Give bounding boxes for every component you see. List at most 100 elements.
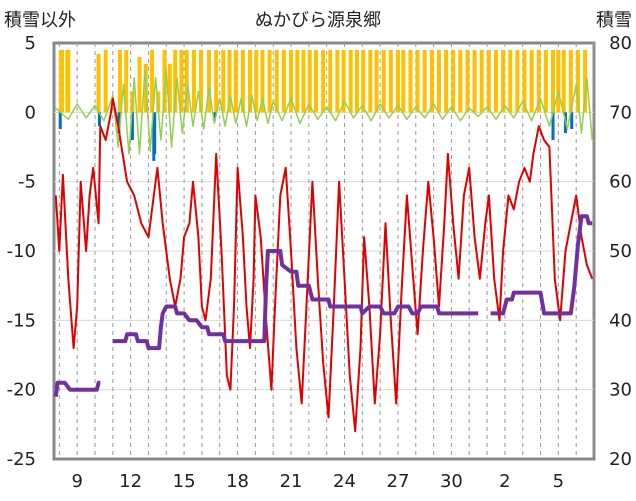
orange-bar xyxy=(556,49,561,113)
orange-bar xyxy=(179,49,184,113)
orange-bar xyxy=(124,49,129,113)
right-tick-label: 50 xyxy=(609,241,632,262)
orange-bar xyxy=(248,49,253,113)
blue-bar xyxy=(153,112,157,154)
orange-bar xyxy=(543,49,548,113)
right-tick-label: 20 xyxy=(609,449,632,470)
blue-bar xyxy=(97,112,101,127)
orange-bar xyxy=(254,49,259,113)
orange-bar xyxy=(240,49,245,113)
orange-bar xyxy=(295,49,300,113)
blue-bar xyxy=(130,112,134,141)
orange-bar xyxy=(515,49,520,113)
x-tick-labels: 9 12 15 18 21 24 27 30 2 5 xyxy=(71,471,564,492)
orange-bar xyxy=(233,49,238,113)
orange-bar xyxy=(321,49,326,113)
orange-bar xyxy=(465,49,470,113)
orange-bar xyxy=(184,49,189,113)
orange-bar xyxy=(96,54,101,113)
orange-bar xyxy=(536,49,541,113)
orange-bar xyxy=(281,49,286,113)
orange-bar xyxy=(401,49,406,113)
right-tick-labels: 80 70 60 50 40 30 20 xyxy=(609,33,632,470)
orange-bar xyxy=(361,49,366,113)
temperature-line xyxy=(54,97,594,433)
orange-bar xyxy=(313,49,318,113)
x-tick-label: 15 xyxy=(173,471,196,492)
right-tick-label: 40 xyxy=(609,310,632,331)
orange-bar xyxy=(60,49,65,113)
green-variable-line xyxy=(55,69,593,155)
left-tick-label: -15 xyxy=(7,310,36,331)
blue-bar xyxy=(551,112,555,141)
orange-bar xyxy=(260,49,265,113)
orange-bar xyxy=(66,49,71,113)
orange-bar xyxy=(508,49,513,113)
right-tick-label: 30 xyxy=(609,380,632,401)
series-layer xyxy=(53,69,594,433)
snow-depth-line xyxy=(53,214,593,397)
orange-bar xyxy=(103,49,108,113)
orange-bar xyxy=(575,49,580,113)
orange-bar xyxy=(221,49,226,113)
orange-bar xyxy=(522,49,527,113)
orange-bar xyxy=(307,49,312,113)
orange-bar xyxy=(493,49,498,113)
x-tick-label: 18 xyxy=(226,471,249,492)
orange-bar xyxy=(354,49,359,113)
orange-bar xyxy=(529,49,534,113)
orange-bar xyxy=(486,49,491,113)
x-tick-label: 30 xyxy=(440,471,463,492)
orange-bar xyxy=(199,49,204,113)
right-tick-label: 70 xyxy=(609,102,632,123)
orange-bar xyxy=(274,49,279,113)
orange-bar xyxy=(348,49,353,113)
x-tick-label: 9 xyxy=(71,471,82,492)
orange-bars xyxy=(59,49,588,113)
orange-bar xyxy=(436,49,441,113)
orange-bar xyxy=(479,49,484,113)
x-tick-label: 12 xyxy=(119,471,142,492)
x-tick-label: 27 xyxy=(387,471,410,492)
right-tick-label: 80 xyxy=(609,33,632,54)
left-tick-label: -5 xyxy=(18,172,36,193)
orange-bar xyxy=(458,49,463,113)
orange-bar xyxy=(472,49,477,113)
orange-bar xyxy=(214,49,219,113)
x-tick-label: 5 xyxy=(553,471,564,492)
left-tick-label: 0 xyxy=(25,102,36,123)
orange-bar xyxy=(381,49,386,113)
x-tick-label: 2 xyxy=(499,471,510,492)
orange-bar xyxy=(395,49,400,113)
orange-bar xyxy=(137,56,142,113)
orange-bar xyxy=(374,49,379,113)
left-tick-label: 5 xyxy=(25,33,36,54)
orange-bar xyxy=(388,49,393,113)
orange-bar xyxy=(328,49,333,113)
orange-bar xyxy=(408,49,413,113)
blue-bar xyxy=(117,112,121,134)
orange-bar xyxy=(429,49,434,113)
orange-bar xyxy=(150,49,155,113)
orange-bar xyxy=(341,49,346,113)
orange-bar xyxy=(117,49,122,113)
orange-bar xyxy=(561,49,566,113)
x-tick-label: 24 xyxy=(333,471,356,492)
orange-bar xyxy=(551,49,556,113)
orange-bar xyxy=(267,49,272,113)
orange-bar xyxy=(301,49,306,113)
orange-bar xyxy=(568,49,573,113)
orange-bar xyxy=(335,49,340,113)
left-tick-label: -10 xyxy=(7,241,36,262)
right-tick-label: 60 xyxy=(609,172,632,193)
blue-bar xyxy=(58,112,62,129)
chart-title: ぬかびら源泉郷 xyxy=(255,10,381,31)
orange-bar xyxy=(227,49,232,113)
blue-bar xyxy=(570,112,574,129)
right-axis-label: 積雪 xyxy=(596,10,632,31)
orange-bar xyxy=(289,49,294,113)
orange-bar xyxy=(422,49,427,113)
orange-bar xyxy=(444,49,449,113)
orange-bar xyxy=(207,49,212,113)
